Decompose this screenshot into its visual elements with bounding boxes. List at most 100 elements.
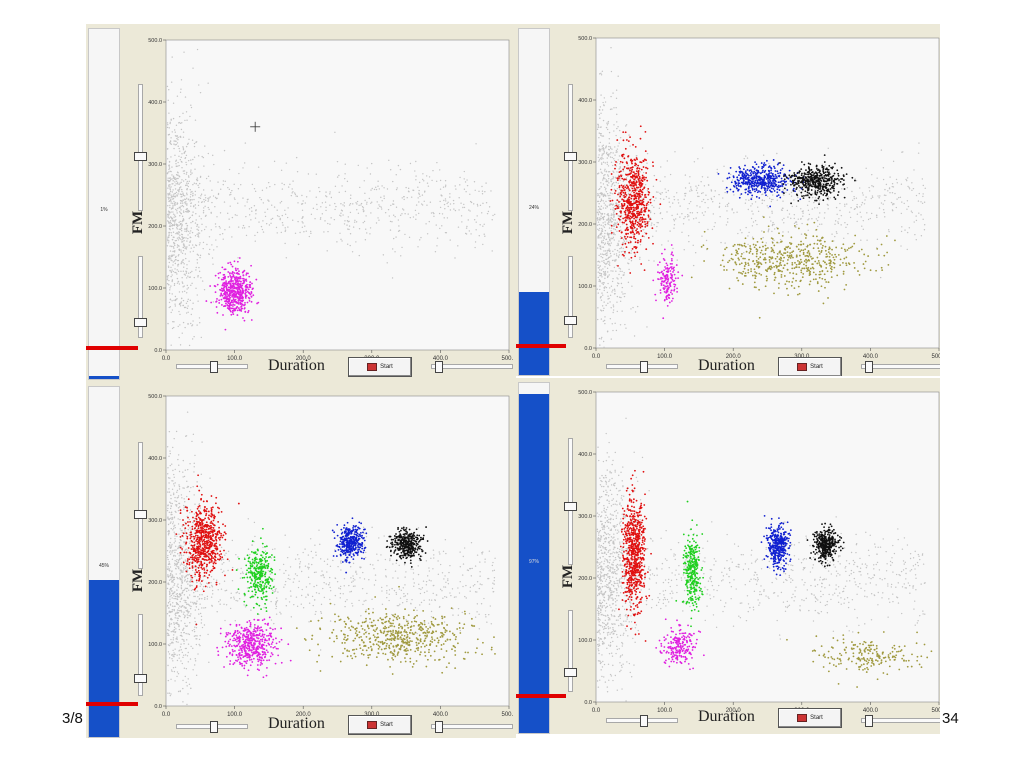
background-point <box>856 213 859 215</box>
fm-slider-upper-track[interactable] <box>138 84 143 211</box>
background-point <box>630 186 632 189</box>
background-point <box>325 195 327 197</box>
background-point <box>614 154 616 156</box>
point-black <box>815 172 818 175</box>
background-point <box>242 197 244 199</box>
background-point <box>269 185 271 188</box>
background-point <box>168 234 170 236</box>
point-black <box>808 192 811 195</box>
point-red <box>647 214 650 217</box>
point-blue <box>746 168 749 171</box>
background-point <box>417 246 419 248</box>
background-point <box>444 208 446 210</box>
point-red <box>622 217 625 220</box>
background-point <box>619 188 621 191</box>
point-blue <box>757 176 760 179</box>
point-blue <box>750 181 753 184</box>
point-red <box>615 161 617 163</box>
background-point <box>174 201 176 204</box>
point-red <box>625 227 628 230</box>
fm-slider-lower-track[interactable] <box>568 256 573 338</box>
background-point <box>401 197 403 199</box>
background-point <box>446 217 449 219</box>
background-point <box>696 211 699 214</box>
point-magenta <box>245 273 248 276</box>
point-red <box>643 204 646 207</box>
background-point <box>624 257 626 259</box>
start-button[interactable]: Start <box>348 357 412 377</box>
background-point <box>622 239 625 241</box>
background-point <box>170 186 172 188</box>
background-point <box>244 142 247 144</box>
background-point <box>183 306 186 309</box>
point-magenta <box>226 282 229 285</box>
background-point <box>613 212 615 214</box>
point-red <box>632 143 634 146</box>
point-magenta <box>677 277 680 280</box>
duration-slider-right-track[interactable] <box>431 364 513 369</box>
point-magenta <box>663 290 666 293</box>
point-red <box>634 255 636 258</box>
background-point <box>183 170 186 172</box>
point-black <box>790 202 793 205</box>
point-red <box>636 195 639 198</box>
background-point <box>602 101 604 104</box>
background-point <box>648 259 650 262</box>
point-magenta <box>235 300 238 303</box>
background-point <box>923 229 926 231</box>
point-magenta <box>221 294 224 297</box>
point-red <box>640 211 643 213</box>
point-black <box>830 166 833 169</box>
background-point <box>821 163 823 166</box>
fm-slider-upper-track[interactable] <box>568 84 573 211</box>
background-point <box>612 233 615 235</box>
background-point <box>407 213 409 215</box>
background-point <box>607 223 609 226</box>
background-point <box>177 177 179 180</box>
background-point <box>745 226 747 229</box>
fm-slider-upper-thumb[interactable] <box>564 152 577 161</box>
point-magenta <box>225 289 228 292</box>
point-red <box>632 231 635 234</box>
point-magenta <box>224 291 226 294</box>
background-point <box>186 240 188 242</box>
fm-slider-lower-thumb[interactable] <box>134 318 147 327</box>
point-red <box>623 204 626 207</box>
point-blue <box>762 166 765 169</box>
background-point <box>175 208 177 211</box>
background-point <box>846 203 848 205</box>
point-magenta <box>237 282 240 285</box>
point-black <box>834 162 836 165</box>
duration-slider-left-thumb[interactable] <box>210 361 218 373</box>
point-magenta <box>224 282 227 285</box>
fm-slider-upper-thumb[interactable] <box>134 152 147 161</box>
background-point <box>600 158 603 160</box>
background-point <box>693 161 696 163</box>
point-blue <box>749 172 752 175</box>
background-point <box>303 231 305 233</box>
background-point <box>714 222 716 224</box>
background-point <box>199 254 202 257</box>
background-point <box>178 248 181 251</box>
background-point <box>598 244 600 246</box>
fm-slider-lower-thumb[interactable] <box>564 316 577 325</box>
point-blue <box>745 181 747 183</box>
point-blue <box>757 184 760 187</box>
background-point <box>212 154 214 157</box>
background-point <box>276 232 278 234</box>
background-point <box>175 174 178 176</box>
background-point <box>210 212 212 214</box>
point-red <box>625 207 627 210</box>
background-point <box>602 340 605 343</box>
point-blue <box>783 180 786 183</box>
background-point <box>882 167 885 169</box>
background-point <box>603 170 606 172</box>
background-point <box>377 180 379 182</box>
duration-slider-right-thumb[interactable] <box>435 361 443 373</box>
point-red <box>629 175 632 178</box>
fm-slider-lower-track[interactable] <box>138 256 143 338</box>
point-blue <box>763 184 766 187</box>
background-point <box>453 208 455 210</box>
background-point <box>391 248 394 250</box>
point-red <box>625 194 628 196</box>
